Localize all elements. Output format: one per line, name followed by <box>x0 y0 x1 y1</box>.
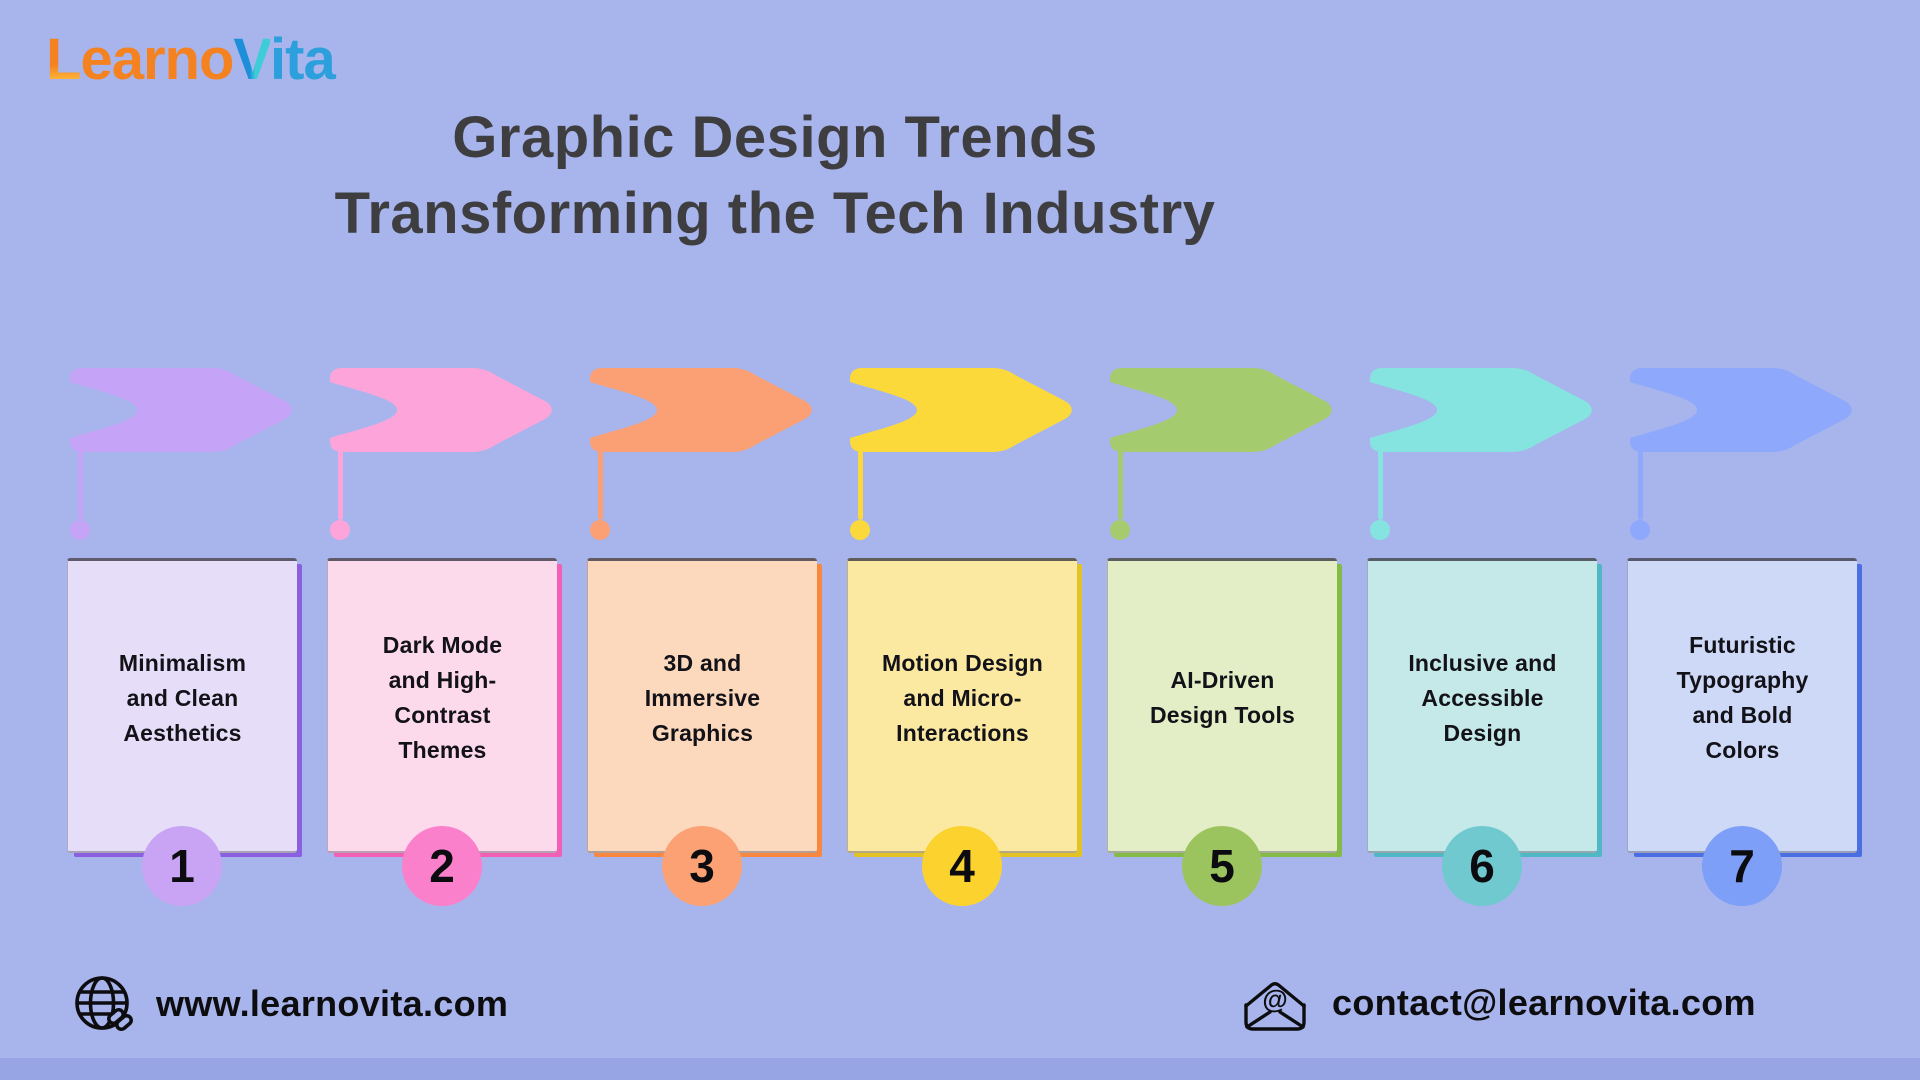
trend-label: 3D and Immersive Graphics <box>644 649 761 746</box>
connector-stem <box>858 448 863 520</box>
email-address[interactable]: contact@learnovita.com <box>1332 982 1756 1023</box>
trend-card: AI-Driven Design Tools <box>1107 558 1337 853</box>
connector-dot <box>850 520 870 540</box>
trend-column-3: 3D and Immersive Graphics 3 <box>587 368 817 928</box>
trend-number-badge: 4 <box>922 826 1002 906</box>
trend-number: 7 <box>1729 840 1755 892</box>
trend-number: 3 <box>689 840 715 892</box>
connector-dot <box>330 520 350 540</box>
page-title-line2: Transforming the Tech Industry <box>334 181 1216 246</box>
trend-number-badge: 1 <box>142 826 222 906</box>
connector-stem <box>1378 448 1383 520</box>
connector-stem <box>1118 448 1123 520</box>
trend-number: 6 <box>1469 840 1495 892</box>
chevron-banner-icon <box>70 368 292 452</box>
trend-card: 3D and Immersive Graphics <box>587 558 817 853</box>
logo-letter-l: L <box>46 27 81 92</box>
trend-card: Motion Design and Micro- Interactions <box>847 558 1077 853</box>
connector-stem <box>78 448 83 520</box>
trend-card: Minimalism and Clean Aesthetics <box>67 558 297 853</box>
globe-link-icon <box>75 976 133 1032</box>
footer-email: @ contact@learnovita.com <box>1238 972 1756 1034</box>
connector-stem <box>598 448 603 520</box>
connector-dot <box>590 520 610 540</box>
trend-card: Inclusive and Accessible Design <box>1367 558 1597 853</box>
trend-column-7: Futuristic Typography and Bold Colors 7 <box>1627 368 1857 928</box>
chevron-banner-icon <box>1630 368 1852 452</box>
learnovita-logo: LearnoVita <box>46 26 336 93</box>
chevron-banner-icon <box>590 368 812 452</box>
trend-label: Minimalism and Clean Aesthetics <box>118 649 247 746</box>
svg-text:@: @ <box>1262 984 1287 1014</box>
trend-label: AI-Driven Design Tools <box>1149 667 1296 728</box>
trend-label: Motion Design and Micro- Interactions <box>881 649 1044 746</box>
connector-stem <box>338 448 343 520</box>
trend-number: 1 <box>169 840 195 892</box>
chevron-banner-icon <box>1370 368 1592 452</box>
trend-card: Dark Mode and High- Contrast Themes <box>327 558 557 853</box>
connector-stem <box>1638 448 1643 520</box>
connector-dot <box>1630 520 1650 540</box>
trend-card: Futuristic Typography and Bold Colors <box>1627 558 1857 853</box>
trend-label: Inclusive and Accessible Design <box>1408 649 1557 746</box>
chevron-banner-icon <box>850 368 1072 452</box>
trend-column-2: Dark Mode and High- Contrast Themes 2 <box>327 368 557 928</box>
trend-label: Futuristic Typography and Bold Colors <box>1676 632 1809 763</box>
footer-website: www.learnovita.com <box>72 972 508 1036</box>
trend-number: 5 <box>1209 840 1235 892</box>
trend-number-badge: 3 <box>662 826 742 906</box>
website-url[interactable]: www.learnovita.com <box>156 983 509 1024</box>
connector-dot <box>1110 520 1130 540</box>
logo-text-earno: earno <box>80 27 234 92</box>
trend-number-badge: 7 <box>1702 826 1782 906</box>
connector-dot <box>1370 520 1390 540</box>
bottom-edge-band <box>0 1058 1920 1080</box>
trend-number-badge: 6 <box>1442 826 1522 906</box>
page-title-line1: Graphic Design Trends <box>452 105 1098 170</box>
trend-number-badge: 5 <box>1182 826 1262 906</box>
logo-text-ita: ita <box>270 27 336 92</box>
trend-column-4: Motion Design and Micro- Interactions 4 <box>847 368 1077 928</box>
trend-column-5: AI-Driven Design Tools 5 <box>1107 368 1337 928</box>
trend-column-6: Inclusive and Accessible Design 6 <box>1367 368 1597 928</box>
envelope-at-icon: @ <box>1244 982 1306 1031</box>
chevron-banner-icon <box>1110 368 1332 452</box>
page-title: Graphic Design Trends Transforming the T… <box>0 100 1550 252</box>
trend-number: 2 <box>429 840 455 892</box>
logo-letter-v: V <box>233 27 271 92</box>
trend-number-badge: 2 <box>402 826 482 906</box>
trend-number: 4 <box>949 840 975 892</box>
chevron-banner-icon <box>330 368 552 452</box>
connector-dot <box>70 520 90 540</box>
trend-column-1: Minimalism and Clean Aesthetics 1 <box>67 368 297 928</box>
trend-label: Dark Mode and High- Contrast Themes <box>382 632 503 763</box>
